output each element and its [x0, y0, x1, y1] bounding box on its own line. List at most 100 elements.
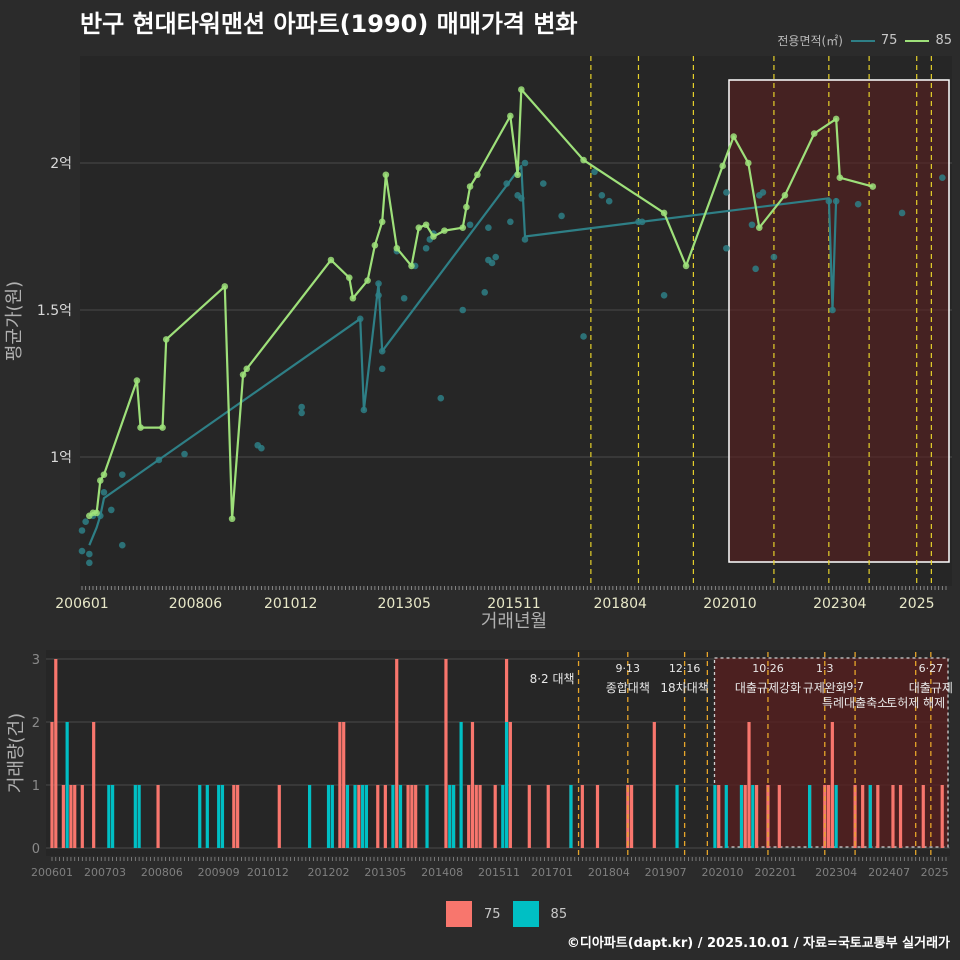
data-point-75 [466, 221, 474, 229]
data-point-75 [488, 259, 496, 267]
data-point-85 [507, 112, 514, 120]
volume-bar-75 [73, 785, 77, 848]
legend-item-75[interactable]: 75 [850, 33, 897, 48]
volume-x-tick-label: 200703 [84, 866, 126, 879]
data-point-75 [181, 450, 188, 458]
data-point-85 [159, 424, 166, 431]
volume-bar-85 [675, 785, 679, 848]
policy-name: 대출규제강화 [735, 681, 801, 695]
policy-date: 1·3 [816, 662, 834, 675]
volume-legend: 75 85 [446, 901, 567, 927]
data-point-75 [375, 280, 382, 287]
volume-legend-swatch-85 [512, 901, 539, 927]
data-point-75 [854, 200, 862, 208]
volume-bar-75 [595, 785, 600, 848]
data-point-85 [745, 159, 752, 167]
policy-date: 9·7 [846, 680, 864, 693]
legend-area: 전용면적(㎡) 75 85 [777, 32, 952, 49]
volume-bar-85 [361, 785, 365, 848]
legend-title: 전용면적(㎡) [777, 34, 843, 48]
volume-bar-75 [277, 785, 281, 848]
volume-x-tick-label: 202407 [868, 866, 910, 879]
volume-bar-75 [156, 785, 160, 848]
volume-bar-75 [830, 722, 834, 848]
volume-bar-85 [459, 722, 463, 848]
data-point-85 [730, 133, 737, 140]
volume-bar-85 [724, 785, 728, 848]
data-point-85 [580, 156, 587, 164]
policy-date: 12·16 [669, 662, 701, 675]
volume-bar-75 [747, 722, 751, 848]
data-point-85 [345, 274, 353, 281]
volume-bar-75 [493, 785, 497, 848]
volume-bar-85 [111, 785, 115, 848]
data-point-75 [86, 550, 93, 558]
data-point-75 [100, 488, 108, 496]
volume-bar-85 [739, 785, 744, 848]
data-point-85 [836, 174, 844, 181]
data-point-75 [356, 315, 364, 323]
data-point-75 [539, 180, 547, 187]
data-point-85 [430, 233, 437, 240]
data-point-75 [378, 365, 386, 373]
data-point-75 [400, 294, 408, 302]
volume-bar-85 [834, 785, 838, 848]
volume-bar-85 [330, 785, 334, 848]
volume-bar-85 [504, 722, 509, 848]
data-point-85 [93, 509, 100, 517]
y-tick-label: 1.5억 [37, 303, 72, 319]
volume-bar-75 [470, 722, 475, 848]
volume-legend-item-85[interactable]: 85 [512, 901, 567, 927]
volume-bar-75 [357, 785, 361, 848]
volume-x-tick-label: 201305 [364, 866, 406, 879]
volume-bar-75 [338, 722, 342, 848]
volume-bar-75 [444, 659, 448, 848]
x-tick-label: 201511 [487, 596, 540, 612]
volume-bar-75 [467, 785, 471, 848]
policy-name: 특례대출축소 [822, 696, 888, 710]
policy-name: 18차대책 [660, 680, 708, 695]
data-point-85 [371, 242, 379, 249]
volume-x-tick-label: 201907 [645, 866, 687, 879]
data-point-85 [243, 365, 251, 373]
data-point-85 [162, 336, 170, 343]
data-point-85 [832, 115, 840, 123]
data-point-75 [86, 559, 93, 567]
volume-bar-75 [898, 785, 903, 848]
volume-bar-85 [448, 785, 452, 848]
policy-name: 규제완화 [803, 681, 847, 695]
data-point-85 [422, 221, 430, 229]
data-point-75 [378, 347, 386, 355]
volume-legend-item-75[interactable]: 75 [446, 901, 501, 927]
data-point-85 [364, 277, 371, 284]
volume-bar-75 [527, 785, 531, 848]
volume-y-tick-label: 3 [32, 653, 40, 668]
data-point-85 [133, 377, 141, 384]
volume-legend-swatch-75 [446, 901, 472, 927]
volume-bar-85 [217, 785, 221, 848]
legend-line-75 [850, 39, 875, 42]
price-chart: 1억 1.5억 2억 200601 200806 201012 201305 201511 20… [4, 56, 952, 632]
volume-bar-85 [65, 722, 69, 848]
volume-bar-75 [414, 785, 418, 848]
volume-bar-75 [395, 659, 399, 848]
data-point-75 [660, 292, 668, 299]
data-point-75 [638, 218, 646, 226]
volume-x-tick-label: 202010 [702, 866, 744, 879]
policy-name: 토허제 해제 [886, 696, 945, 710]
legend-item-85[interactable]: 85 [905, 33, 952, 48]
volume-x-tick-label: 2025 [921, 866, 949, 879]
data-point-85 [719, 162, 726, 170]
volume-bar-85 [307, 785, 312, 848]
volume-bar-85 [137, 785, 141, 848]
volume-bar-75 [940, 785, 944, 848]
data-point-85 [682, 262, 690, 270]
volume-x-tick-label: 201202 [308, 866, 350, 879]
volume-y-tick-label: 0 [32, 842, 40, 857]
data-point-75 [580, 333, 587, 340]
data-point-75 [521, 236, 529, 243]
policy-label: 8·2 대책 [530, 671, 575, 686]
volume-bar-75 [652, 722, 656, 848]
volume-bar-75 [743, 785, 747, 848]
